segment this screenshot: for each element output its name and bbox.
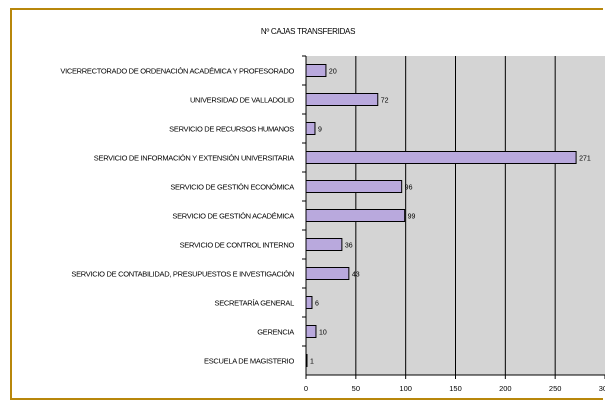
chart-title: Nº CAJAS TRANSFERIDAS [261, 27, 355, 36]
category-label: SERVICIO DE INFORMACIÓN Y EXTENSIÓN UNIV… [94, 154, 294, 163]
bar [305, 325, 317, 338]
x-tick-label: 200 [499, 384, 512, 393]
x-tick-label: 250 [549, 384, 562, 393]
bar [305, 238, 343, 251]
category-label: SERVICIO DE CONTABILIDAD, PRESUPUESTOS E… [71, 270, 294, 279]
x-tick-label: 100 [399, 384, 412, 393]
data-label: 96 [405, 185, 413, 192]
category-label: GERENCIA [257, 328, 294, 337]
data-label: 6 [315, 301, 319, 308]
bar [305, 64, 327, 77]
bar [305, 151, 577, 164]
bar-chart: Nº CAJAS TRANSFERIDAS 0 50 100 150 200 250 300… [60, 27, 605, 393]
bar [305, 180, 403, 193]
category-label: SERVICIO DE CONTROL INTERNO [180, 241, 295, 250]
bar [305, 354, 308, 367]
data-label: 271 [579, 156, 591, 163]
category-label: SECRETARÍA GENERAL [215, 299, 295, 308]
data-label: 20 [329, 69, 337, 76]
bar [305, 93, 379, 106]
x-tick-label: 50 [352, 384, 360, 393]
x-tick-label: 0 [304, 384, 308, 393]
data-label: 72 [381, 98, 389, 105]
data-label: 36 [345, 243, 353, 250]
data-label: 99 [408, 214, 416, 221]
category-label: SERVICIO DE RECURSOS HUMANOS [169, 125, 294, 134]
category-label: ESCUELA DE MAGISTERIO [204, 357, 294, 366]
bar [305, 267, 350, 280]
category-label: SERVICIO DE GESTIÓN ACADÉMICA [172, 212, 294, 221]
data-label: 10 [319, 330, 327, 337]
bar [305, 122, 316, 135]
bar [305, 209, 406, 222]
data-label: 9 [318, 127, 322, 134]
x-tick-label: 300 [599, 384, 605, 393]
x-tick-label: 150 [449, 384, 462, 393]
data-label: 43 [352, 272, 360, 279]
chart-frame: Nº CAJAS TRANSFERIDAS 0 50 100 150 200 250 300… [10, 8, 605, 400]
bar [305, 296, 313, 309]
category-label: VICERRECTORADO DE ORDENACIÓN ACADÉMICA Y… [60, 67, 294, 76]
plot-area: 0 50 100 150 200 250 300 20 VICERRECTORADO DE OR… [60, 55, 605, 393]
category-label: SERVICIO DE GESTIÓN ECONÓMICA [170, 183, 294, 192]
data-label: 1 [310, 359, 314, 366]
category-label: UNIVERSIDAD DE VALLADOLID [190, 96, 295, 105]
